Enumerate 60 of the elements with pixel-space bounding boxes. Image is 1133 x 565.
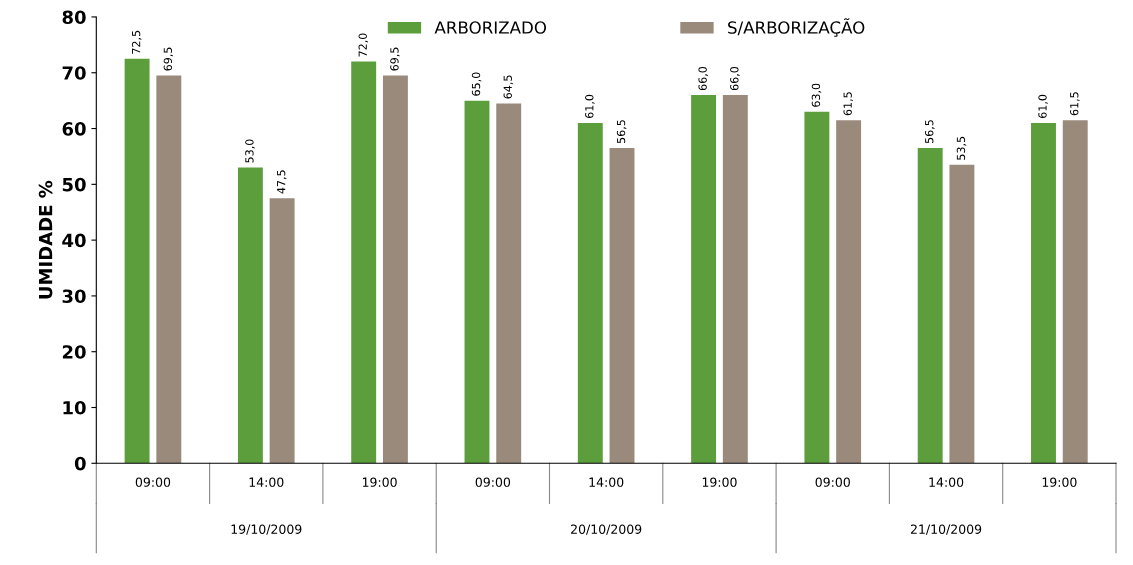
bar: [382, 75, 408, 464]
bar: [836, 120, 862, 464]
data-label: 53,5: [956, 136, 967, 160]
bar: [1031, 122, 1056, 464]
bar: [269, 198, 295, 464]
text: 20/10/2009: [571, 524, 642, 535]
data-label: 47,5: [277, 170, 287, 194]
data-label: 72,0: [358, 33, 369, 57]
x-tick-label: 14:00: [929, 477, 964, 487]
bar: [1062, 120, 1088, 464]
data-label: 66,0: [698, 66, 708, 91]
y-tick-label: 60: [62, 122, 86, 136]
y-tick-label: 30: [62, 289, 86, 304]
x-tick-label: 09:00: [135, 477, 171, 487]
bar: [124, 58, 150, 464]
data-label: 69,5: [163, 47, 174, 71]
x-tick-label: 19:00: [1042, 477, 1077, 487]
y-tick-label: 70: [62, 66, 86, 80]
x-tick-label: 14:00: [589, 477, 624, 487]
x-tick-label: 14:00: [249, 477, 284, 487]
bar: [156, 75, 182, 464]
bar: [351, 61, 377, 464]
y-tick-label: 40: [62, 233, 86, 248]
bar: [464, 100, 490, 464]
x-tick-label: 09:00: [475, 477, 511, 487]
data-label: 61,5: [843, 92, 853, 116]
bar: [691, 95, 717, 464]
x-tick-label: 09:00: [815, 477, 850, 487]
data-label: 56,5: [925, 120, 935, 144]
data-label: 56,5: [616, 120, 627, 144]
data-label: 69,5: [390, 47, 400, 71]
data-label: 61,0: [1038, 94, 1048, 119]
legend-label: S/ARBORIZAÇÃO: [728, 18, 865, 37]
x-tick-label: 19:00: [702, 477, 737, 487]
data-label: 65,0: [471, 72, 482, 96]
y-tick-label: 80: [62, 10, 86, 25]
bar: [237, 167, 263, 464]
bar: [609, 148, 635, 464]
bar: [804, 111, 830, 464]
bar: [496, 103, 522, 464]
data-label: 61,5: [1070, 92, 1080, 116]
data-label: 61,0: [585, 94, 595, 119]
y-axis-title: UMIDADE %: [38, 180, 53, 299]
x-tick-label: 19:00: [362, 477, 397, 487]
bar: [577, 122, 603, 464]
data-label: 72,5: [131, 30, 142, 54]
bar: [722, 95, 748, 464]
text: 19/10/2009: [231, 524, 302, 535]
y-tick-label: 0: [74, 456, 86, 471]
data-label: 53,0: [245, 139, 255, 163]
data-label: 64,5: [503, 75, 514, 99]
data-label: 63,0: [811, 83, 822, 107]
y-tick-label: 10: [63, 400, 86, 415]
text: 21/10/2009: [910, 524, 982, 535]
bar: [917, 148, 943, 464]
legend-label: ARBORIZADO: [434, 21, 547, 34]
y-tick-label: 20: [62, 345, 86, 359]
data-label: 66,0: [730, 66, 740, 91]
y-tick-label: 50: [62, 177, 86, 192]
bar: [949, 164, 975, 464]
